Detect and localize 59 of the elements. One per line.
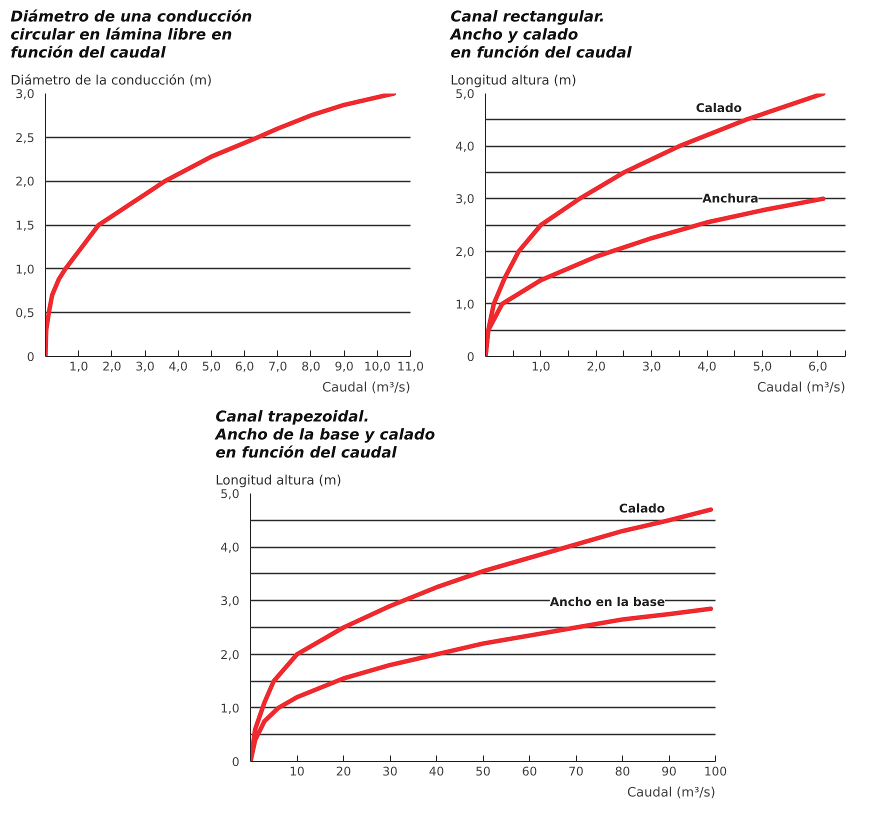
y-tick-label: 5,0 (220, 487, 240, 501)
y-tick-label: 0 (232, 755, 240, 769)
x-tick-label: 70 (568, 764, 584, 778)
y-tick-label: 2,5 (15, 130, 35, 145)
x-axis-title: Caudal (m³/s) (757, 380, 846, 396)
y-axis-title: Longitud altura (m) (216, 474, 342, 488)
y-tick-label: 3,0 (455, 192, 475, 206)
y-tick-label: 2,0 (15, 174, 35, 189)
x-tick-label: 6,0 (235, 360, 254, 374)
x-tick-label: 3,0 (642, 360, 662, 374)
y-tick-label: 1,0 (455, 297, 475, 312)
x-tick-label: 50 (475, 764, 491, 778)
x-tick-label: 8,0 (301, 360, 321, 374)
x-tick-label: 60 (522, 764, 538, 778)
y-tick-label: 1,0 (15, 262, 35, 276)
y-tick-label: 0 (466, 350, 475, 364)
x-tick-label: 4,0 (168, 360, 188, 374)
x-axis-title: Caudal (m³/s) (322, 380, 411, 396)
x-tick-label: 9,0 (334, 360, 354, 374)
x-tick-label: 10,0 (364, 360, 391, 374)
x-tick-label: 80 (614, 764, 630, 778)
x-tick-label: 11,0 (397, 360, 424, 374)
y-axis-title: Longitud altura (m) (450, 74, 576, 88)
y-tick-label: 5,0 (455, 87, 475, 101)
x-tick-label: 1,0 (531, 360, 550, 374)
series-label: Anchura (702, 191, 758, 206)
y-tick-label: 3,0 (15, 87, 35, 101)
chart-title: Canal rectangular. Ancho y calado en función del caudal (450, 8, 633, 62)
x-tick-label: 2,0 (102, 360, 122, 374)
x-tick-label: 10 (289, 764, 305, 778)
series-label: Calado (619, 501, 666, 516)
y-tick-label: 1,0 (220, 701, 240, 716)
y-tick-label: 2,0 (220, 648, 240, 662)
chart-title: Diámetro de una conducción circular en lámina libre en función del caudal (10, 8, 252, 62)
x-tick-label: 4,0 (697, 360, 717, 374)
x-tick-label: 2,0 (586, 360, 606, 374)
x-tick-label: 100 (704, 764, 727, 778)
x-tick-label: 30 (382, 764, 398, 778)
x-tick-label: 40 (428, 764, 444, 778)
chart-title: Canal trapezoidal. Ancho de la base y calado en función del caudal (214, 408, 436, 462)
y-tick-label: 3,0 (220, 594, 240, 608)
x-tick-label: 6,0 (808, 360, 828, 374)
y-tick-label: 2,0 (455, 244, 475, 259)
x-tick-label: 7,0 (268, 360, 288, 374)
x-tick-label: 1,0 (69, 360, 88, 374)
y-axis-title: Diámetro de la conducción (m) (10, 74, 212, 88)
series-label: Ancho en la base (550, 595, 665, 610)
x-tick-label: 20 (336, 764, 352, 778)
y-tick-label: 4,0 (220, 540, 240, 555)
x-axis-title: Caudal (m³/s) (627, 786, 716, 800)
y-tick-label: 0 (26, 350, 35, 364)
x-tick-label: 5,0 (202, 360, 221, 374)
y-tick-label: 4,0 (455, 140, 475, 154)
y-tick-label: 1,5 (15, 218, 35, 232)
x-tick-label: 90 (661, 764, 677, 778)
x-tick-label: 3,0 (136, 360, 155, 374)
y-tick-label: 0,5 (15, 306, 35, 320)
series-label: Calado (696, 100, 742, 115)
x-tick-label: 5,0 (752, 360, 772, 374)
